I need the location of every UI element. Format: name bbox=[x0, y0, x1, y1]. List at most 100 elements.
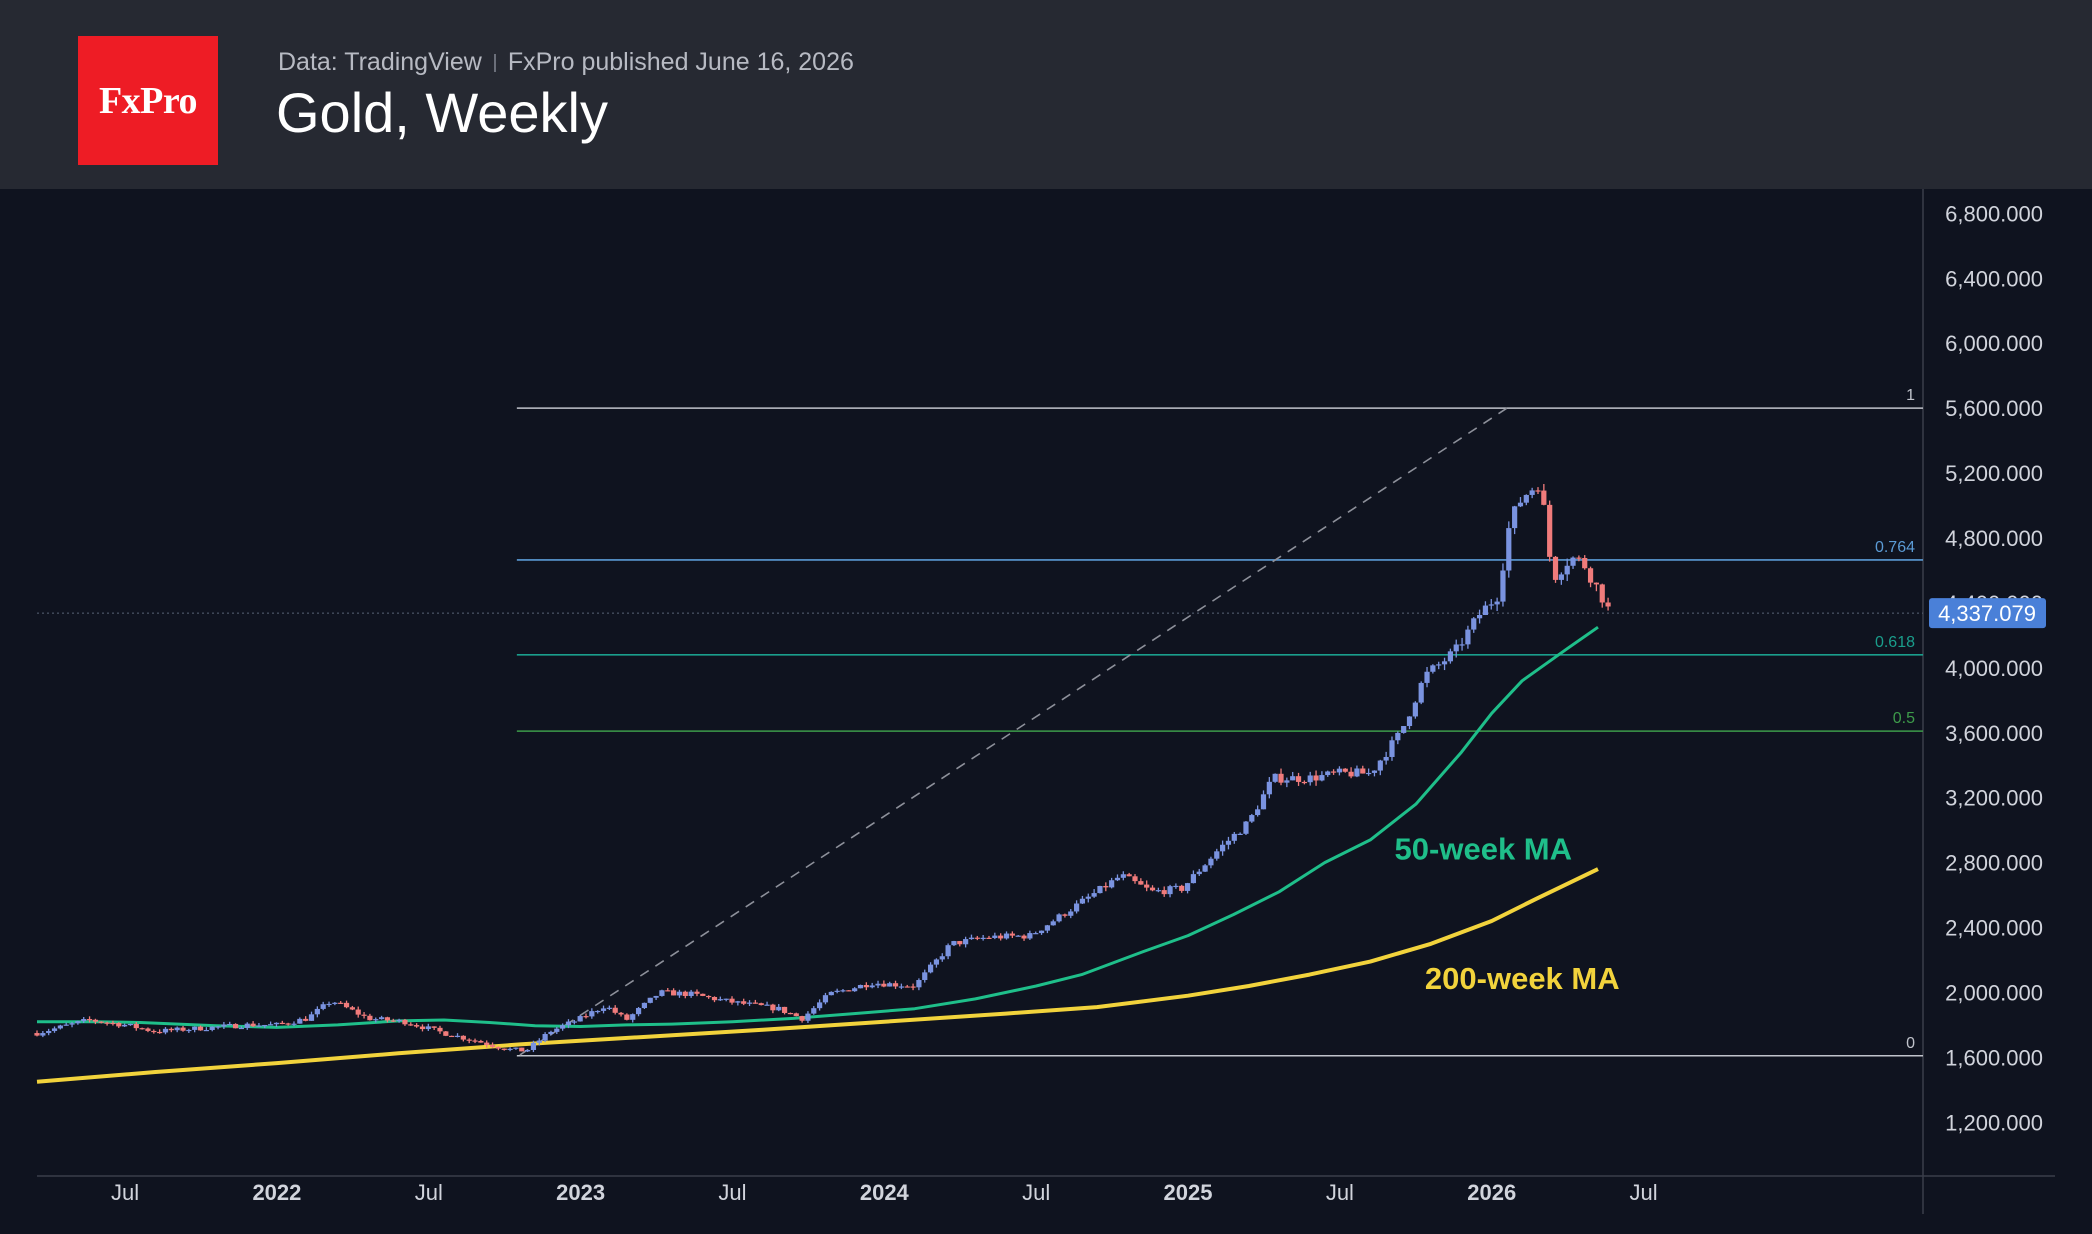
candle[interactable] bbox=[1430, 664, 1436, 674]
candle[interactable] bbox=[635, 1007, 642, 1017]
candle[interactable] bbox=[1266, 777, 1272, 799]
candle[interactable] bbox=[1149, 885, 1156, 892]
candle[interactable] bbox=[1371, 770, 1378, 777]
candle[interactable] bbox=[1027, 930, 1033, 940]
candle[interactable] bbox=[822, 992, 829, 1005]
candle[interactable] bbox=[238, 1026, 245, 1030]
candle[interactable] bbox=[192, 1026, 198, 1033]
candle[interactable] bbox=[1225, 836, 1232, 850]
candle[interactable] bbox=[1593, 582, 1600, 592]
candle[interactable] bbox=[1074, 900, 1080, 914]
candle[interactable] bbox=[326, 1001, 332, 1007]
candle[interactable] bbox=[1453, 639, 1459, 658]
candle[interactable] bbox=[711, 996, 718, 1003]
candle[interactable] bbox=[454, 1033, 461, 1038]
candle[interactable] bbox=[548, 1030, 554, 1036]
candle[interactable] bbox=[174, 1026, 180, 1033]
candle[interactable] bbox=[536, 1038, 542, 1046]
candle[interactable] bbox=[69, 1021, 75, 1028]
candle[interactable] bbox=[752, 999, 758, 1004]
candle[interactable] bbox=[1552, 556, 1559, 583]
price-chart[interactable]: 1 0.764 0.618 0.5 0 50-week MA 200-week MA 1,… bbox=[0, 189, 2092, 1234]
candle[interactable] bbox=[1441, 657, 1448, 671]
candle[interactable] bbox=[157, 1029, 163, 1034]
candle[interactable] bbox=[735, 1000, 741, 1006]
candle[interactable] bbox=[729, 996, 735, 1005]
candle[interactable] bbox=[910, 983, 916, 991]
candle[interactable] bbox=[1541, 484, 1547, 506]
candle[interactable] bbox=[1570, 556, 1576, 569]
candle[interactable] bbox=[817, 999, 823, 1011]
candle[interactable] bbox=[1605, 597, 1611, 611]
candle[interactable] bbox=[1295, 772, 1302, 786]
candle[interactable] bbox=[898, 983, 904, 990]
candle[interactable] bbox=[1459, 637, 1465, 651]
candle[interactable] bbox=[1120, 871, 1126, 881]
candle[interactable] bbox=[881, 980, 887, 988]
candle[interactable] bbox=[1418, 681, 1424, 705]
candle[interactable] bbox=[793, 1012, 799, 1017]
candle[interactable] bbox=[127, 1023, 134, 1026]
candle[interactable] bbox=[1336, 766, 1343, 776]
candle[interactable] bbox=[869, 982, 875, 989]
candle[interactable] bbox=[110, 1020, 116, 1026]
candle[interactable] bbox=[706, 995, 712, 999]
candle[interactable] bbox=[1506, 521, 1512, 578]
candle[interactable] bbox=[168, 1027, 174, 1033]
candle[interactable] bbox=[262, 1024, 268, 1029]
candle[interactable] bbox=[408, 1022, 414, 1026]
candle[interactable] bbox=[1284, 777, 1290, 788]
candle[interactable] bbox=[963, 936, 969, 948]
candle[interactable] bbox=[519, 1047, 525, 1052]
candle[interactable] bbox=[1249, 813, 1255, 823]
candle[interactable] bbox=[1319, 771, 1325, 782]
candle[interactable] bbox=[811, 1006, 817, 1015]
candle[interactable] bbox=[151, 1029, 157, 1034]
candle[interactable] bbox=[1523, 494, 1529, 506]
candle[interactable] bbox=[1366, 768, 1372, 776]
candle[interactable] bbox=[1091, 889, 1097, 898]
candle[interactable] bbox=[583, 1013, 589, 1019]
candle[interactable] bbox=[1377, 759, 1383, 776]
candle[interactable] bbox=[390, 1018, 396, 1023]
candle[interactable] bbox=[431, 1026, 437, 1031]
candle[interactable] bbox=[1401, 726, 1407, 734]
candle[interactable] bbox=[437, 1025, 443, 1034]
candle[interactable] bbox=[449, 1035, 455, 1038]
candle[interactable] bbox=[1500, 563, 1506, 607]
candle[interactable] bbox=[1465, 625, 1471, 649]
candle[interactable] bbox=[863, 982, 869, 991]
candle[interactable] bbox=[133, 1022, 139, 1031]
candle[interactable] bbox=[560, 1023, 566, 1031]
candle[interactable] bbox=[922, 969, 928, 983]
candle[interactable] bbox=[524, 1049, 531, 1053]
candle[interactable] bbox=[857, 984, 864, 989]
candle[interactable] bbox=[1009, 931, 1015, 939]
candle[interactable] bbox=[145, 1027, 151, 1033]
candle[interactable] bbox=[1301, 780, 1307, 785]
candle[interactable] bbox=[764, 1001, 770, 1006]
candle[interactable] bbox=[1138, 878, 1144, 885]
candle[interactable] bbox=[1342, 768, 1348, 773]
candle[interactable] bbox=[852, 987, 858, 992]
candle[interactable] bbox=[361, 1012, 367, 1019]
candle[interactable] bbox=[968, 934, 975, 940]
candle[interactable] bbox=[1068, 909, 1074, 919]
candle[interactable] bbox=[951, 940, 957, 947]
candle[interactable] bbox=[75, 1020, 81, 1025]
candle[interactable] bbox=[332, 1002, 338, 1006]
candle[interactable] bbox=[320, 1001, 326, 1011]
candle[interactable] bbox=[1313, 770, 1319, 786]
candle[interactable] bbox=[846, 990, 852, 992]
candle[interactable] bbox=[1482, 601, 1489, 616]
candle[interactable] bbox=[355, 1006, 361, 1018]
candle[interactable] bbox=[419, 1024, 426, 1032]
candle[interactable] bbox=[466, 1038, 472, 1044]
candle[interactable] bbox=[460, 1035, 466, 1042]
candle[interactable] bbox=[1056, 913, 1062, 923]
candle[interactable] bbox=[1406, 716, 1413, 730]
candle[interactable] bbox=[1424, 666, 1430, 688]
candle[interactable] bbox=[139, 1027, 145, 1030]
candle[interactable] bbox=[676, 989, 683, 998]
candle[interactable] bbox=[1179, 884, 1185, 893]
